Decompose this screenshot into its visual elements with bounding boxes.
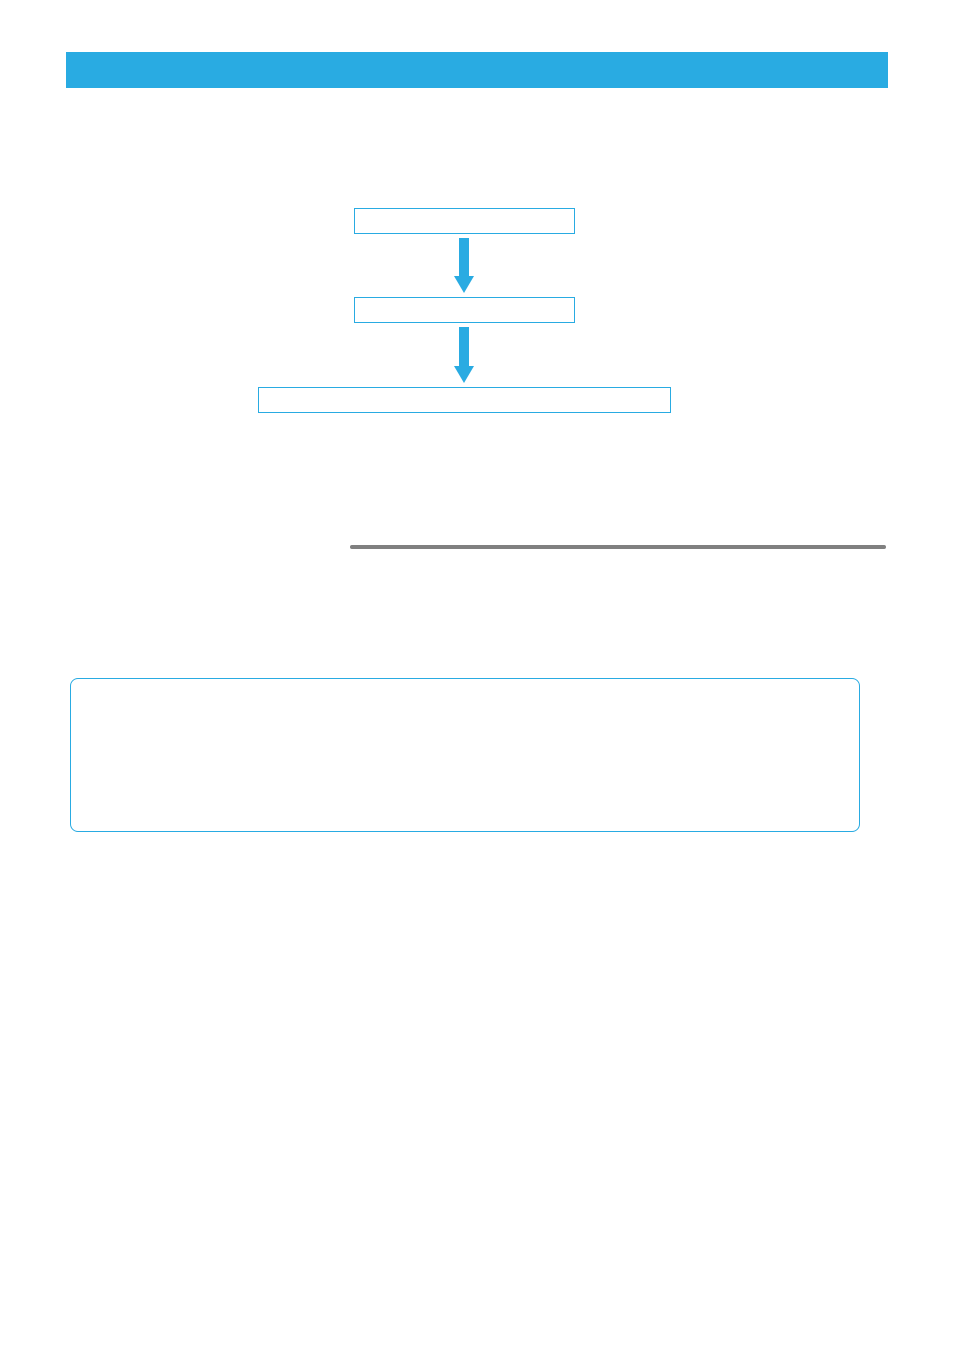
header-bar [66, 52, 888, 88]
flow-arrow-2 [449, 325, 479, 385]
callout-box [70, 678, 860, 832]
section-divider [350, 545, 886, 549]
flow-node-2 [354, 297, 575, 323]
flow-node-3 [258, 387, 671, 413]
flow-arrow-1 [449, 236, 479, 295]
document-page [0, 0, 954, 1351]
flow-node-1 [354, 208, 575, 234]
